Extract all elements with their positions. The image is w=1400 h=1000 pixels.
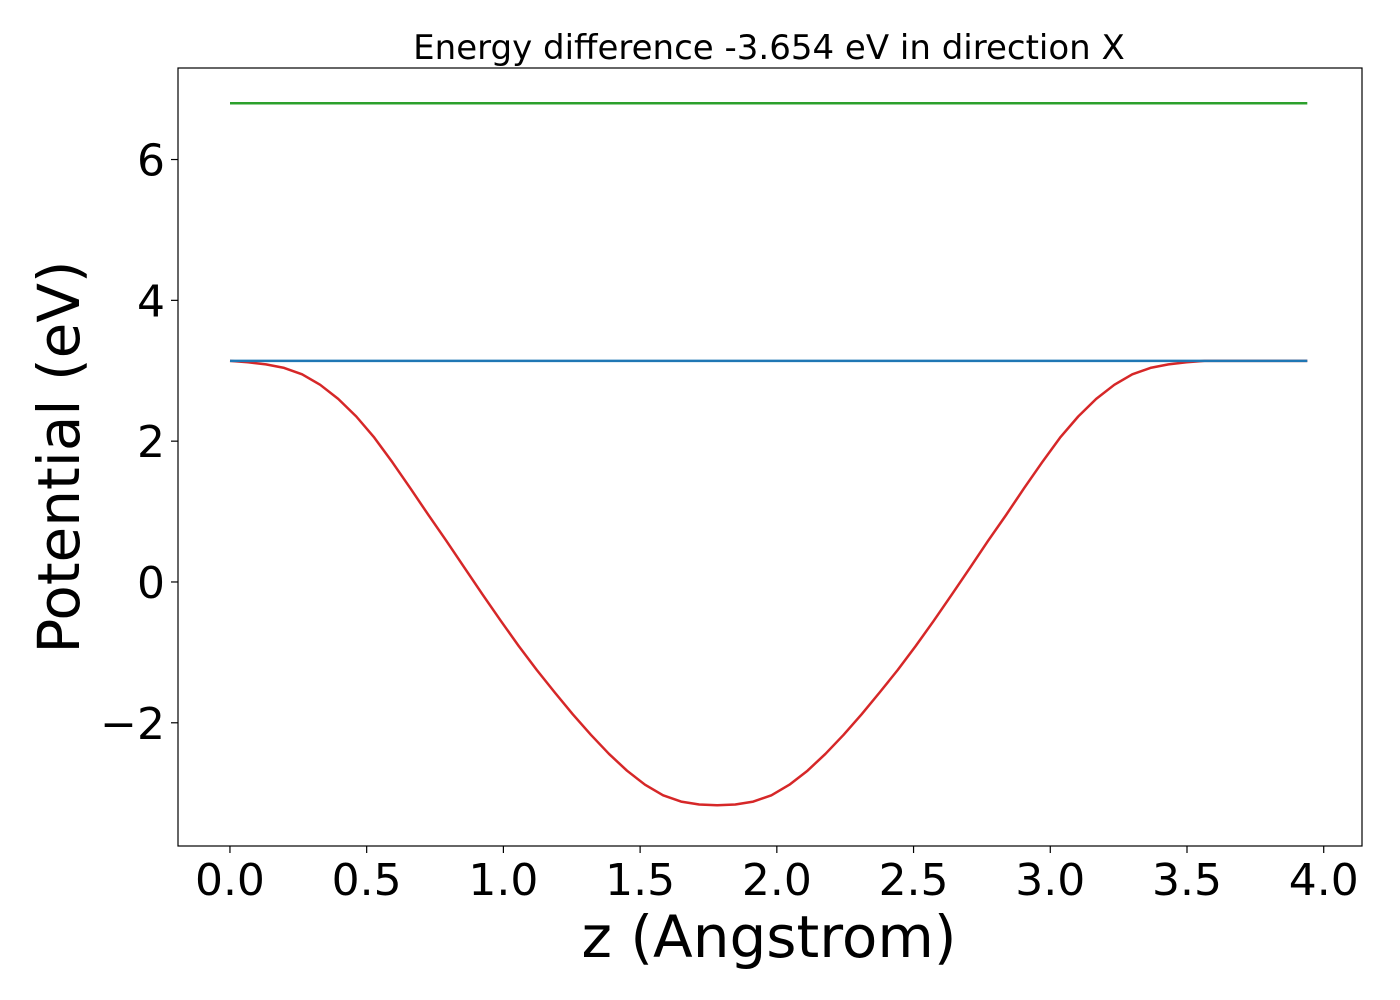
plot-frame [177,67,1363,847]
y-axis-label: Potential (eV) [25,260,93,653]
x-tick-label: 2.0 [742,855,812,906]
y-tick-label: 6 [137,136,165,187]
series-line-1 [229,359,1308,807]
y-tick-label: 0 [137,558,165,609]
chart-title: Energy difference -3.654 eV in direction… [413,28,1125,68]
x-tick-label: 4.0 [1289,855,1359,906]
y-axis-ticks: −2 0 2 4 6 [100,136,178,750]
plot-area [177,67,1363,847]
x-tick-label: 3.0 [1015,855,1085,906]
x-tick-label: 3.5 [1152,855,1222,906]
y-tick-label: −2 [100,699,165,750]
x-axis-label: z (Angstrom) [582,903,957,971]
x-tick-label: 0.0 [195,855,265,906]
y-tick-label: 4 [137,276,165,327]
x-tick-label: 2.5 [879,855,949,906]
x-tick-label: 1.5 [605,855,675,906]
x-tick-label: 0.5 [332,855,402,906]
y-tick-label: 2 [137,417,165,468]
x-tick-label: 1.0 [468,855,538,906]
x-axis-ticks: 0.0 0.5 1.0 1.5 2.0 2.5 3.0 3.5 4.0 [195,846,1359,906]
